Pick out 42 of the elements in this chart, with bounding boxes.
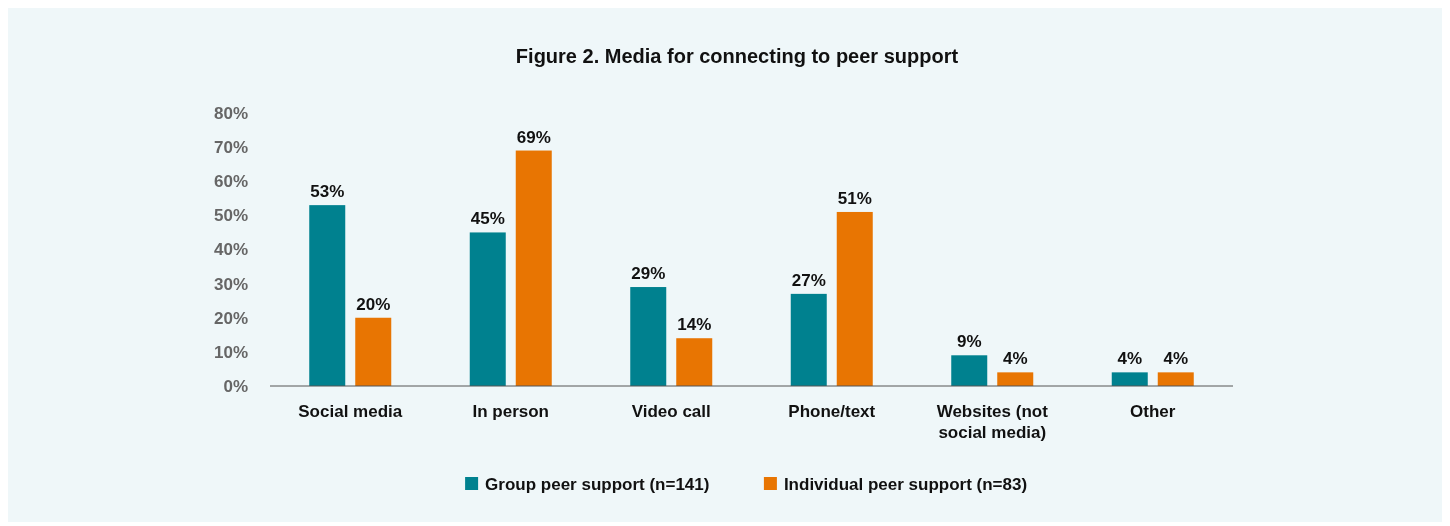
- data-label: 27%: [791, 270, 826, 290]
- bar: [309, 205, 346, 386]
- data-label: 45%: [470, 209, 505, 229]
- x-tick-label: Phone/text: [788, 402, 876, 421]
- legend-label: Individual peer support (n=83): [783, 474, 1028, 494]
- x-tick-label: Other: [1130, 402, 1176, 421]
- data-label: 53%: [310, 182, 345, 202]
- y-tick-label: 50%: [213, 206, 248, 226]
- y-tick-label: 20%: [213, 308, 248, 328]
- data-label: 29%: [631, 264, 666, 284]
- bar: [951, 355, 988, 386]
- data-label: 4%: [1163, 349, 1189, 369]
- y-tick-label: 80%: [213, 103, 248, 123]
- chart-title: Figure 2. Media for connecting to peer support: [515, 45, 959, 67]
- bar: [676, 338, 713, 386]
- bar: [515, 150, 552, 386]
- bar: [469, 232, 506, 386]
- data-label: 69%: [516, 127, 551, 147]
- data-label: 51%: [837, 188, 872, 208]
- bar: [997, 372, 1034, 386]
- y-tick-label: 40%: [213, 240, 248, 260]
- x-tick-label: In person: [472, 402, 550, 421]
- data-label: 14%: [677, 315, 712, 335]
- x-tick-label: Social media: [298, 402, 403, 421]
- data-label: 4%: [1117, 349, 1143, 369]
- bar: [630, 287, 667, 386]
- y-tick-label: 60%: [213, 172, 248, 192]
- data-label: 4%: [1002, 349, 1028, 369]
- bar: [836, 211, 873, 386]
- bar: [790, 293, 827, 386]
- bar: [355, 317, 392, 386]
- legend-label: Group peer support (n=141): [485, 474, 710, 494]
- y-tick-label: 70%: [213, 138, 248, 158]
- bar: [1111, 372, 1148, 386]
- y-tick-label: 0%: [223, 376, 248, 396]
- data-label: 20%: [356, 294, 391, 314]
- y-tick-label: 30%: [213, 274, 248, 294]
- data-label: 9%: [956, 332, 982, 352]
- bar: [1157, 372, 1194, 386]
- x-tick-label: Websites (not social media): [936, 402, 1049, 442]
- x-tick-label: Video call: [631, 402, 711, 421]
- y-tick-label: 10%: [213, 342, 248, 362]
